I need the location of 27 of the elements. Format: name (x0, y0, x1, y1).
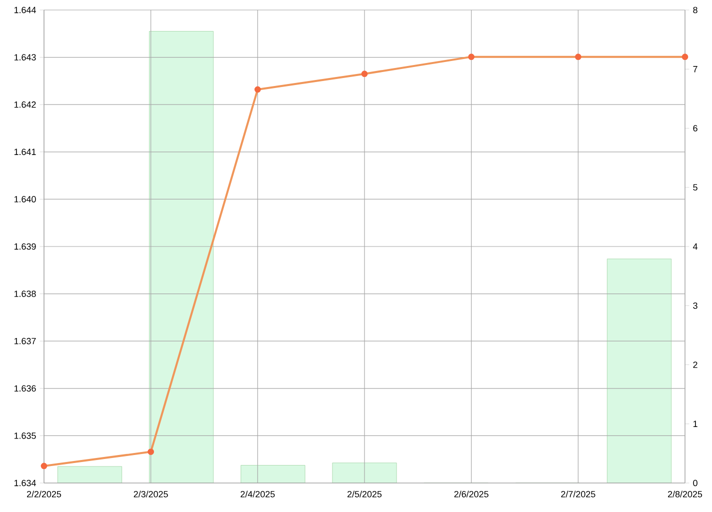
y2-tick-label: 6 (693, 125, 698, 132)
y2-tick-label: 3 (693, 302, 698, 309)
y2-tick-label: 2 (693, 362, 698, 368)
y-tick-label: 1.643 (14, 54, 36, 60)
y-tick-label: 1.639 (14, 243, 36, 250)
x-tick-label: 2/6/2025 (454, 490, 488, 498)
y2-tick-label: 8 (693, 6, 698, 14)
y2-tick-label: 7 (693, 66, 698, 72)
y-tick-label: 1.634 (14, 480, 36, 486)
y-tick-label: 1.640 (14, 196, 36, 202)
x-tick-label: 2/3/2025 (134, 490, 168, 498)
y-tick-label: 1.641 (14, 148, 36, 156)
x-tick-label: 2/2/2025 (27, 490, 62, 498)
y-tick-label: 1.637 (14, 338, 36, 344)
y-tick-label: 1.636 (14, 385, 36, 392)
y2-tick-label: 5 (693, 184, 698, 191)
x-tick-label: 2/4/2025 (240, 490, 275, 498)
x-tick-label: 2/7/2025 (561, 490, 596, 498)
y2-tick-label: 4 (692, 243, 698, 250)
y2-tick-label: 1 (693, 420, 698, 427)
y2-tick-label: 0 (693, 480, 698, 486)
y-tick-label: 1.644 (14, 6, 36, 14)
y-tick-label: 1.635 (14, 432, 36, 439)
x-tick-label: 2/5/2025 (348, 490, 382, 498)
y-tick-label: 1.638 (14, 290, 36, 297)
y-tick-label: 1.642 (14, 101, 36, 108)
x-tick-label: 2/8/2025 (668, 490, 702, 498)
